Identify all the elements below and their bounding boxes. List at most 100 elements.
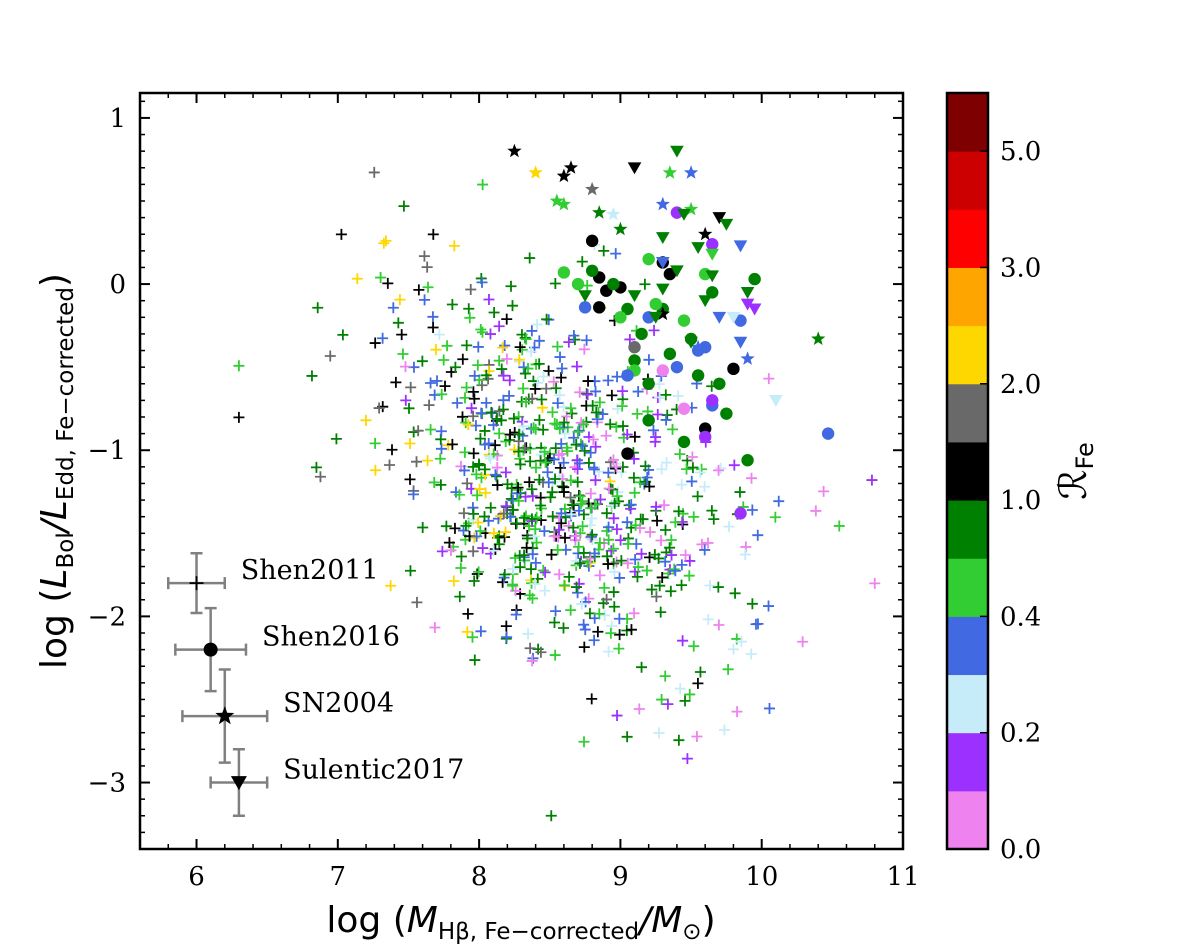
shen2011-point [773,495,785,507]
shen2011-point [577,520,589,532]
shen2011-point [485,406,497,418]
shen2011-point [680,549,692,561]
shen2011-point [468,508,480,520]
shen2011-point [598,245,610,257]
shen2011-point [458,464,470,476]
shen2011-point [458,525,470,537]
shen2011-point [528,530,540,542]
sn2004-point [655,306,670,321]
shen2011-point [514,458,526,470]
shen2011-point [577,440,589,452]
shen2011-point [497,403,509,415]
shen2011-point [653,727,665,739]
shen2011-point [459,446,471,458]
shen2011-point [556,480,568,492]
plot-frame [138,91,905,851]
shen2011-point [500,466,512,478]
shen2011-point [378,237,390,249]
shen2011-point [622,557,634,569]
shen2011-point [728,459,740,471]
shen2011-point [498,370,510,382]
sulentic2017-point [691,242,705,254]
shen2011-point [475,323,487,335]
shen2011-point [731,706,743,718]
shen2011-point [517,383,529,395]
shen2011-point [449,522,461,534]
shen2011-point [532,573,544,585]
shen2011-point [470,420,482,432]
shen2011-point [548,453,560,465]
shen2011-point [650,591,662,603]
shen2011-point [659,556,671,568]
shen2016-point [628,341,641,354]
shen2011-point [454,591,466,603]
x-axis-label: log (MHβ, Fe−corrected/M⊙) [326,900,715,945]
shen2016-point [691,369,705,382]
shen2011-point [621,428,633,440]
shen2011-point [493,320,505,332]
shen2011-point [394,294,406,306]
colorbar-title: ℛFe [1051,442,1099,500]
colorbar-ticks: 0.0 0.2 0.4 1.0 2.0 3.0 5.0 [980,137,1041,865]
shen2016-point [713,377,726,390]
shen2011-point [514,550,526,562]
shen2011-point [607,454,619,466]
shen2011-point [578,641,590,653]
shen2011-point [540,383,552,395]
shen2011-point [594,537,606,549]
shen2011-point [514,341,526,353]
shen2011-point [427,311,439,323]
shen2011-point [549,473,561,485]
shen2011-point [674,448,686,460]
shen2011-point [373,402,385,414]
shen2011-point [485,453,497,465]
shen2011-point [609,497,621,509]
shen2011-point [527,490,539,502]
shen2011-point [658,499,670,511]
shen2011-point [233,360,245,372]
shen2011-point [674,683,686,695]
shen2011-point [519,442,531,454]
shen2011-point [531,511,543,523]
sn2004-point [606,206,621,221]
shen2011-point [641,471,653,483]
shen2011-point [667,423,679,435]
shen2011-point [384,459,396,471]
sulentic2017-point [719,218,734,231]
shen2011-point [763,373,775,385]
shen2011-point [507,563,519,575]
shen2011-point [475,625,487,637]
shen2011-point [553,568,565,580]
shen2011-point [708,513,720,525]
shen2011-point [647,424,659,436]
shen2011-point [434,453,446,465]
colorbar-segment [947,267,988,327]
sn2004-point [698,226,713,241]
shen2011-point [567,522,579,534]
colorbar-tick-label: 1.0 [1000,486,1041,516]
shen2011-point [727,643,739,655]
shen2011-point [375,272,387,284]
shen2011-point [507,504,519,516]
shen2011-point [335,228,347,240]
shen2011-point [669,516,681,528]
shen2011-point [461,626,473,638]
shen2011-point [713,464,725,476]
shen2011-point [571,361,583,373]
shen2011-point [405,381,417,393]
shen2011-point [520,396,532,408]
shen2011-point [427,228,439,240]
shen2011-point [593,608,605,620]
shen2011-point [679,695,691,707]
shen2011-point [648,324,660,336]
shen2011-point [547,510,559,522]
sn2004-point [691,339,706,354]
shen2011-point [337,329,349,341]
sn2004-point [528,165,543,179]
shen2011-point [659,524,671,536]
shen2011-point [681,753,693,765]
shen2011-point [310,461,322,473]
shen2011-point [572,463,584,475]
shen2011-point [568,330,580,342]
shen2011-point [431,375,443,387]
